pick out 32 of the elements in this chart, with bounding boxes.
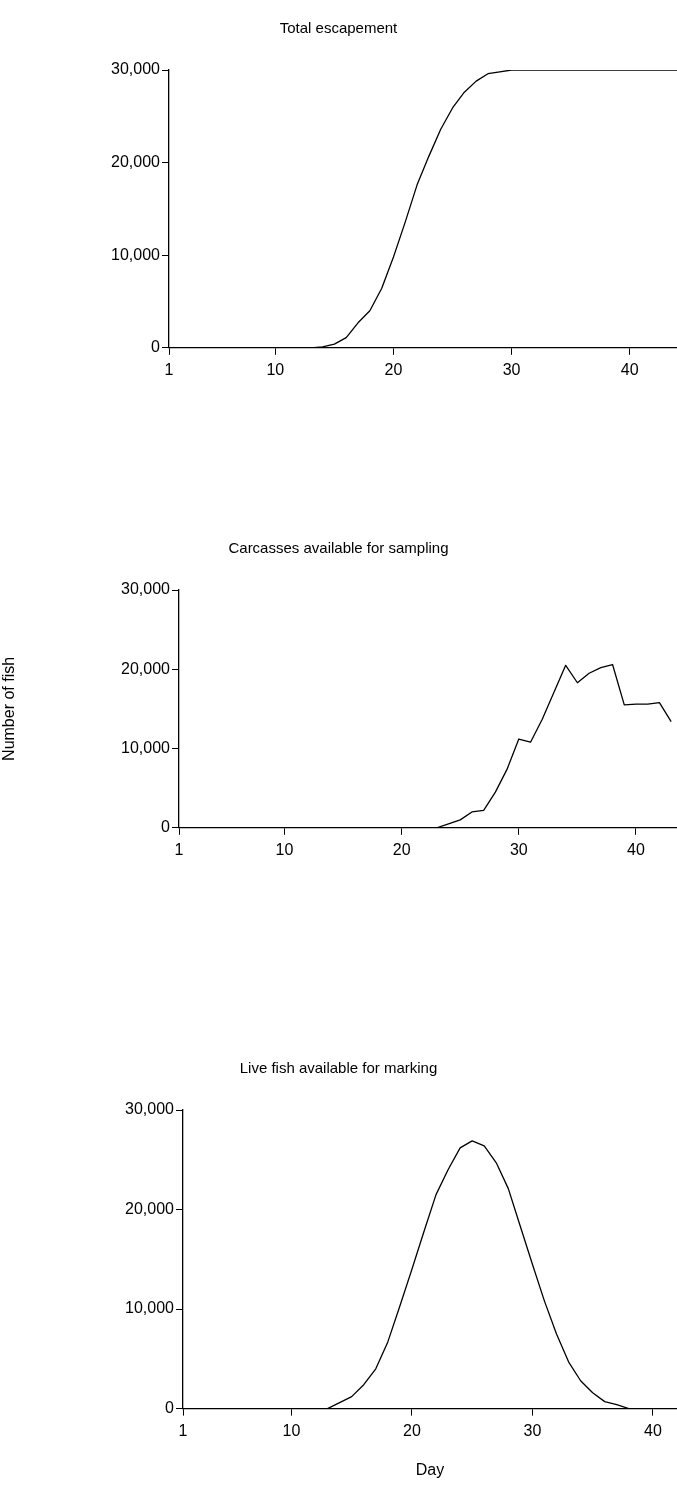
x-tick-label: 20 [392, 840, 411, 858]
y-axis-title: Number of fish [0, 656, 18, 761]
y-tick-label: 20,000 [125, 1199, 175, 1217]
y-tick-label: 10,000 [121, 738, 171, 756]
y-tick-label: 0 [151, 338, 161, 356]
chart-title: Carcasses available for sampling [228, 539, 449, 557]
x-tick-label: 10 [266, 360, 285, 378]
x-tick-label: 40 [620, 360, 639, 378]
y-tick-label: 0 [161, 818, 171, 836]
y-tick-label: 30,000 [125, 1100, 175, 1118]
chart-title: Total escapement [279, 19, 399, 37]
y-tick-label: 30,000 [121, 580, 171, 598]
x-tick-label: 40 [627, 840, 645, 858]
x-tick-label: 1 [174, 840, 184, 858]
y-tick-label: 10,000 [111, 245, 161, 263]
x-tick-label: 10 [275, 840, 294, 858]
x-tick-label: 20 [403, 1421, 421, 1439]
y-tick-label: 20,000 [121, 659, 171, 677]
x-tick-label: 20 [384, 360, 403, 378]
y-tick-label: 0 [165, 1399, 175, 1417]
x-tick-label: 1 [178, 1421, 188, 1439]
x-axis-title: Day [415, 1460, 445, 1478]
x-tick-label: 1 [164, 360, 174, 378]
y-tick-label: 10,000 [125, 1299, 175, 1317]
y-tick-label: 30,000 [111, 60, 161, 78]
x-tick-label: 30 [502, 360, 521, 378]
x-tick-label: 30 [523, 1421, 542, 1439]
y-tick-label: 20,000 [111, 153, 161, 171]
chart-title: Live fish available for marking [239, 1059, 438, 1077]
x-tick-label: 40 [644, 1421, 662, 1439]
x-tick-label: 10 [282, 1421, 301, 1439]
x-tick-label: 30 [509, 840, 528, 858]
